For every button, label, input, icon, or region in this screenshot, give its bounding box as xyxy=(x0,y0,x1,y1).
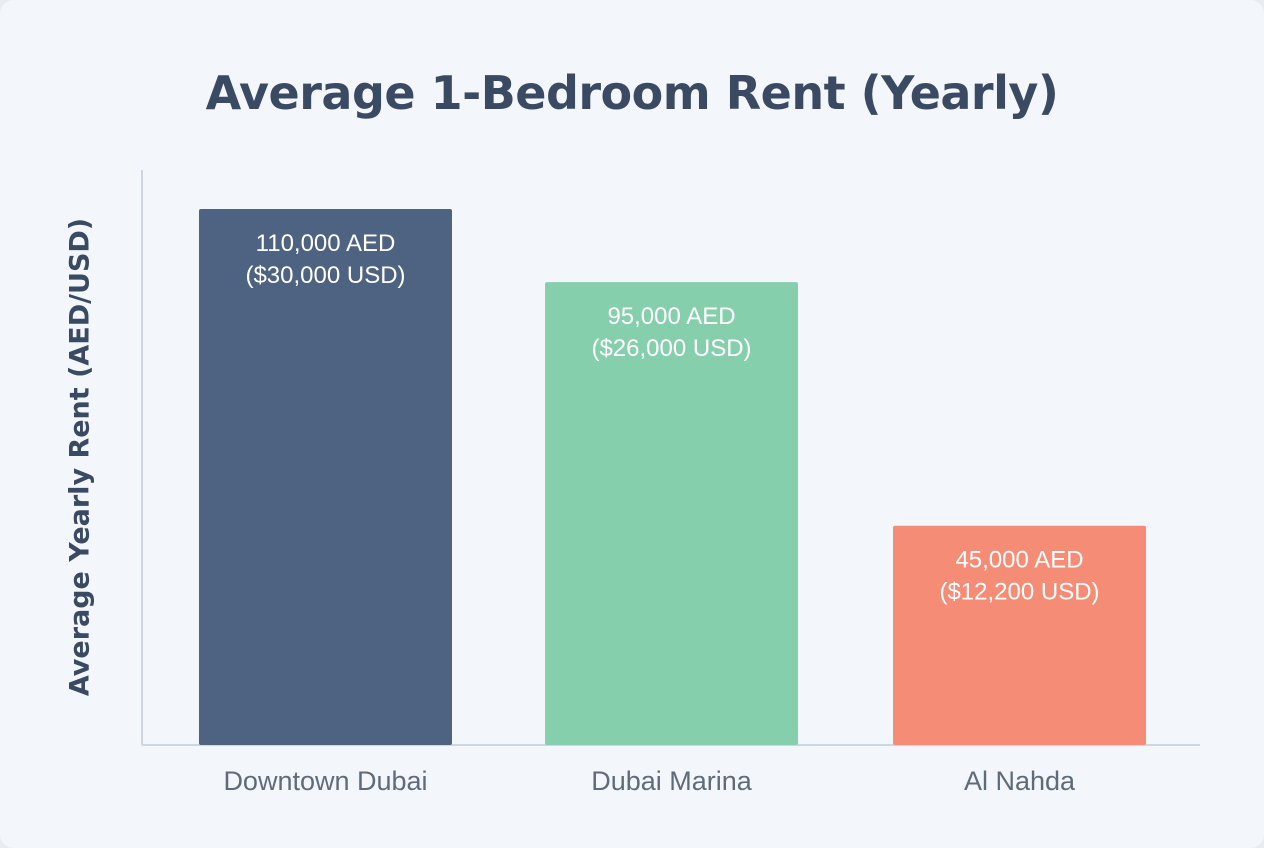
x-tick-label: Downtown Dubai xyxy=(223,766,427,796)
bar-dubai-marina xyxy=(545,282,798,745)
data-label: ($12,200 USD) xyxy=(939,579,1099,606)
x-tick-label: Al Nahda xyxy=(964,766,1076,796)
chart-title: Average 1-Bedroom Rent (Yearly) xyxy=(205,66,1059,120)
data-label: ($26,000 USD) xyxy=(591,335,751,362)
x-tick-label: Dubai Marina xyxy=(591,766,753,796)
bar-downtown-dubai xyxy=(199,208,452,746)
data-label: ($30,000 USD) xyxy=(245,262,405,289)
data-label: 45,000 AED xyxy=(955,547,1083,574)
bar-al-nahda xyxy=(893,525,1146,745)
data-label: 110,000 AED xyxy=(256,230,396,257)
data-label: 95,000 AED xyxy=(607,303,735,330)
